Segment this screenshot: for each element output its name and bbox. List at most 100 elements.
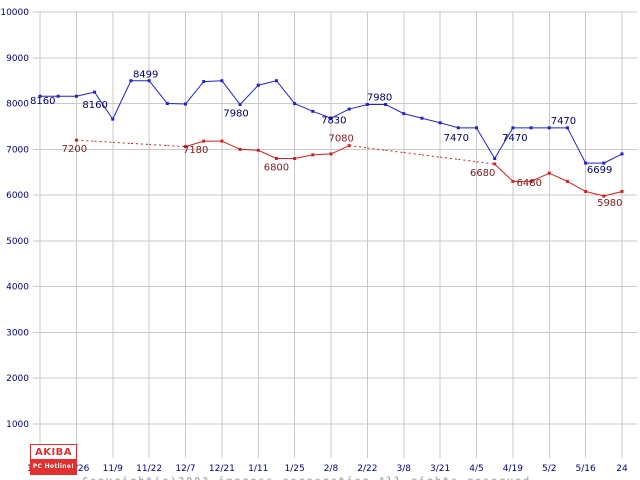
red-price-series-label: 7200 <box>62 144 87 155</box>
red-price-series-segment <box>549 172 568 182</box>
red-price-series-segment <box>349 145 368 149</box>
blue-price-series-segment <box>476 127 496 159</box>
red-price-series-marker <box>293 156 297 160</box>
blue-price-series-marker <box>365 102 369 106</box>
blue-price-series-marker <box>384 102 388 106</box>
blue-price-series-marker <box>565 126 569 130</box>
blue-price-series-marker <box>529 126 533 130</box>
blue-price-series-marker <box>256 83 260 87</box>
red-price-series-marker <box>202 139 206 143</box>
blue-price-series-marker <box>311 109 315 113</box>
red-price-series-label: 5980 <box>597 198 622 209</box>
blue-price-series-marker <box>129 79 133 83</box>
pc-hotline-logo-text: PC Hotline! <box>31 459 76 474</box>
red-price-series-segment <box>530 172 550 182</box>
red-price-series-segment <box>421 154 441 158</box>
blue-price-series-marker <box>165 102 169 106</box>
blue-price-series-marker <box>420 116 424 120</box>
blue-price-series-marker <box>438 121 442 125</box>
x-tick-label: 5/16 <box>576 464 596 474</box>
blue-price-series-marker <box>238 102 242 106</box>
blue-price-series-segment <box>258 80 277 86</box>
red-price-series-segment <box>221 140 241 150</box>
copyright-text: Copyright(c)2003 impress corporation All… <box>82 444 539 480</box>
blue-price-series-segment <box>94 91 114 120</box>
red-price-series-label: 6480 <box>517 178 542 189</box>
red-price-series-segment <box>367 147 386 151</box>
blue-price-series-label: 7470 <box>551 116 576 127</box>
y-tick-label: 10000 <box>0 8 29 18</box>
red-price-series-marker <box>511 179 515 183</box>
red-price-series-label: 7180 <box>183 145 208 156</box>
blue-price-series-segment <box>385 104 404 115</box>
blue-price-series-marker <box>111 117 115 121</box>
blue-price-series-segment <box>421 117 441 124</box>
x-tick-label: 4/19 <box>503 464 523 474</box>
x-tick-label: 12/21 <box>209 464 235 474</box>
red-price-series-label: 6800 <box>264 162 289 173</box>
blue-price-series-marker <box>402 112 406 116</box>
red-price-series-segment <box>94 140 113 143</box>
blue-price-series-marker <box>220 79 224 83</box>
blue-price-series-segment <box>403 113 423 119</box>
blue-price-series-segment <box>276 80 296 104</box>
red-price-series-segment <box>185 140 204 148</box>
blue-price-series-marker <box>347 107 351 111</box>
blue-price-series-segment <box>185 81 205 105</box>
red-price-series-marker <box>565 179 569 183</box>
y-tick-label: 6000 <box>6 191 29 201</box>
red-price-series-segment <box>403 152 422 156</box>
red-price-series-segment <box>494 163 514 182</box>
x-tick-label: 24 <box>616 464 628 474</box>
blue-price-series-segment <box>312 110 332 119</box>
red-price-series-marker <box>238 147 242 151</box>
red-price-series-marker <box>347 144 351 148</box>
red-price-series-marker <box>493 162 497 166</box>
blue-price-series-label: 8160 <box>82 100 107 111</box>
y-tick-label: 3000 <box>6 328 29 338</box>
blue-price-series-marker <box>329 116 333 120</box>
blue-price-series-label: 7470 <box>444 133 469 144</box>
y-tick-label: 7000 <box>6 145 29 155</box>
red-price-series-marker <box>220 139 224 143</box>
blue-price-series-marker <box>620 152 624 156</box>
x-tick-label: 12/7 <box>175 464 195 474</box>
red-price-series-segment <box>567 180 586 192</box>
red-price-series-segment <box>258 149 277 159</box>
red-price-series-segment <box>149 143 168 147</box>
grid <box>33 11 637 458</box>
y-tick-label: 9000 <box>6 54 29 64</box>
x-tick-label: 1/11 <box>248 464 268 474</box>
x-tick-label: 3/21 <box>430 464 450 474</box>
akiba-logo-text: AKIBA <box>34 446 73 458</box>
x-tick-label: 3/8 <box>397 464 412 474</box>
blue-price-series-segment <box>494 127 514 159</box>
blue-price-series-segment <box>76 91 95 97</box>
blue-price-series-marker <box>293 102 297 106</box>
x-tick-label: 5/2 <box>542 464 556 474</box>
blue-price-series-label: 7830 <box>321 115 346 126</box>
blue-price-series-segment <box>148 80 168 104</box>
x-tick-label: 1/25 <box>285 464 305 474</box>
blue-price-series-marker <box>56 94 60 98</box>
blue-price-series-segment <box>294 103 314 112</box>
blue-price-series-marker <box>456 126 460 130</box>
y-tick-label: 4000 <box>6 283 29 293</box>
blue-price-series-segment <box>566 127 587 164</box>
blue-price-series-segment <box>603 153 623 164</box>
y-tick-label: 8000 <box>6 100 29 110</box>
red-price-series-segment <box>294 154 313 159</box>
blue-price-series-segment <box>439 122 459 129</box>
red-price-series-segment <box>330 145 350 155</box>
blue-price-series-segment <box>239 84 259 105</box>
red-price-series-label: 6680 <box>470 168 495 179</box>
red-price-series-marker <box>274 156 278 160</box>
blue-price-series-marker <box>274 79 278 83</box>
x-tick-label: 2/22 <box>357 464 377 474</box>
blue-price-series-segment <box>330 108 350 119</box>
blue-price-series-marker <box>74 94 78 98</box>
blue-price-series-marker <box>547 126 551 130</box>
red-price-series-segment <box>476 161 495 165</box>
blue-price-series-marker <box>584 161 588 165</box>
x-tick-label: 4/5 <box>469 464 483 474</box>
